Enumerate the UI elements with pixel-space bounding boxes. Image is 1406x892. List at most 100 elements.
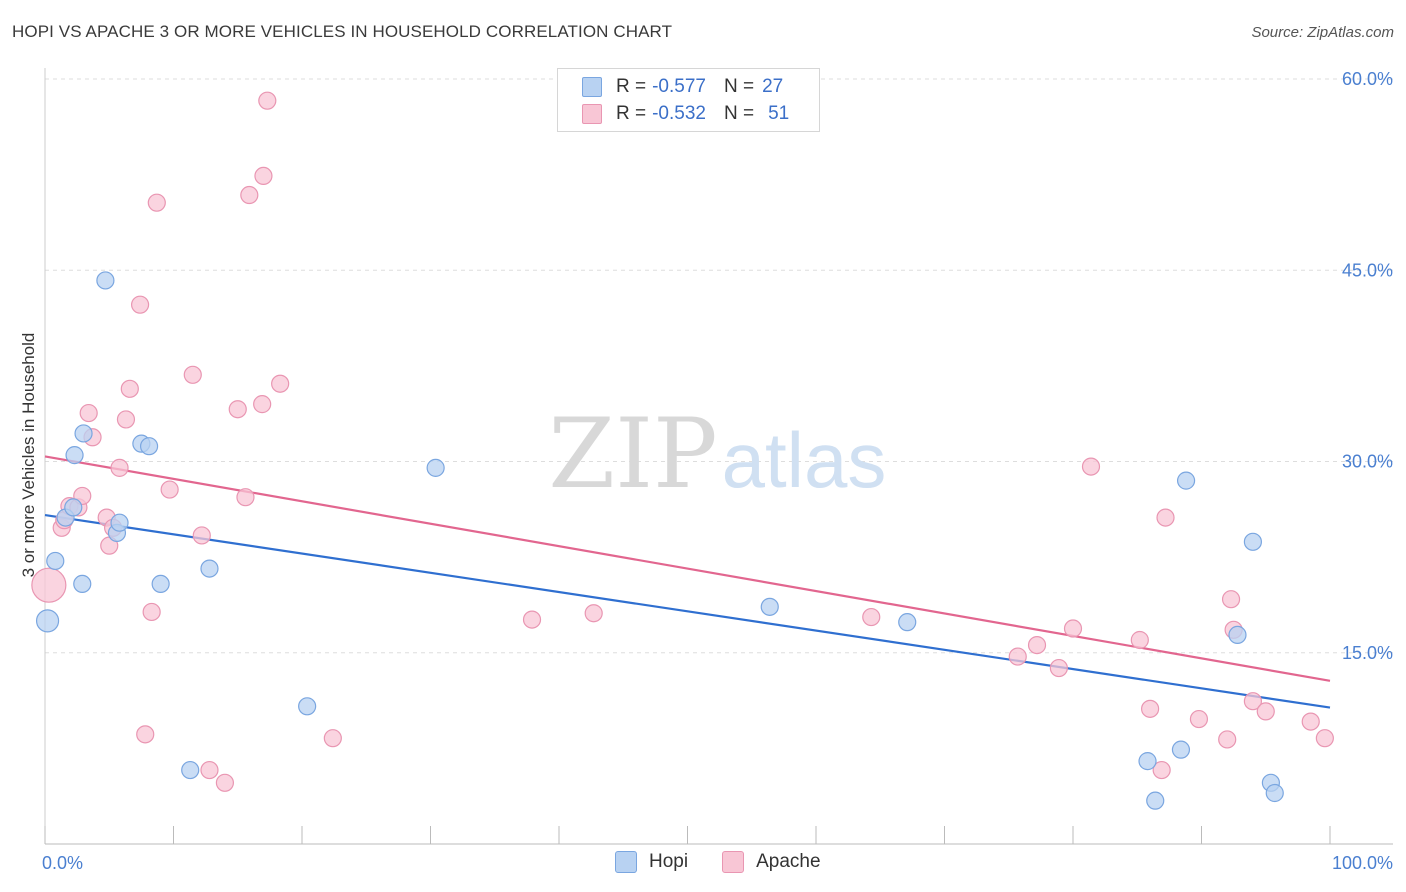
- source-label: Source: ZipAtlas.com: [1251, 24, 1394, 41]
- n-label: N =: [723, 103, 755, 124]
- hopi-point: [1176, 471, 1196, 490]
- apache-point: [862, 607, 881, 627]
- apache-point: [522, 610, 542, 629]
- apache-point: [1027, 635, 1047, 655]
- hopi-point: [64, 498, 83, 517]
- apache-point: [254, 166, 273, 185]
- hopi-point: [139, 437, 159, 456]
- apache-point: [79, 403, 98, 423]
- apache-point: [200, 760, 219, 780]
- apache-point: [160, 480, 179, 499]
- apache-point: [1152, 760, 1171, 780]
- apache-point: [1218, 730, 1237, 749]
- hopi-point: [1171, 740, 1191, 759]
- stats-legend: R = -0.577 N = 27 R = -0.532 N = 51: [557, 68, 820, 132]
- apache-point: [258, 91, 277, 110]
- hopi-swatch: [582, 77, 602, 97]
- legend-item-hopi: Hopi: [615, 851, 688, 873]
- apache-point: [183, 365, 202, 384]
- apache-point: [142, 602, 161, 622]
- hopi-point: [46, 551, 65, 571]
- apache-point: [147, 193, 166, 212]
- hopi-point: [760, 597, 779, 616]
- apache-point: [120, 379, 139, 398]
- hopi-point: [74, 424, 93, 443]
- hopi-trend-line: [44, 513, 1331, 709]
- apache-point: [1008, 647, 1027, 666]
- hopi-point: [110, 513, 129, 532]
- apache-point: [110, 458, 129, 477]
- stats-row-hopi: R = -0.577 N = 27: [582, 75, 783, 99]
- hopi-legend-swatch: [615, 851, 637, 873]
- apache-point: [1301, 712, 1320, 731]
- hopi-point: [151, 574, 170, 594]
- apache-point: [1140, 699, 1160, 718]
- apache-point: [1243, 692, 1263, 711]
- y-tick-label: 30.0%: [1342, 452, 1393, 472]
- apache-point: [323, 729, 342, 748]
- apache-point: [31, 567, 67, 603]
- apache-point: [1156, 508, 1175, 527]
- trend-lines: [44, 455, 1331, 709]
- stats-row-apache: R = -0.532 N = 51: [582, 102, 789, 126]
- apache-swatch: [582, 104, 602, 124]
- watermark-atlas: atlas: [722, 416, 887, 504]
- hopi-point: [426, 458, 445, 477]
- hopi-point: [65, 446, 84, 465]
- y-axis-label: 3 or more Vehicles in Household: [19, 333, 38, 578]
- apache-point: [1221, 590, 1241, 609]
- r-label: R =: [616, 103, 647, 124]
- apache-point: [271, 374, 290, 393]
- hopi-point: [181, 760, 200, 780]
- apache-point: [240, 185, 259, 205]
- y-tick-label: 45.0%: [1342, 260, 1393, 280]
- chart-title: HOPI VS APACHE 3 OR MORE VEHICLES IN HOU…: [12, 22, 673, 41]
- apache-point: [1081, 457, 1101, 476]
- r-label: R =: [616, 76, 647, 97]
- watermark: ZIP atlas: [548, 398, 886, 510]
- y-tick-label: 60.0%: [1342, 69, 1393, 89]
- series-legend: Hopi Apache: [615, 851, 855, 873]
- apache-point: [1315, 729, 1334, 748]
- apache-point: [136, 725, 155, 744]
- y-tick-label: 15.0%: [1342, 643, 1393, 663]
- hopi-point: [1138, 752, 1157, 771]
- n-label: N =: [723, 76, 755, 97]
- hopi-point: [1228, 625, 1247, 645]
- data-points: [31, 91, 1334, 810]
- apache-point: [1256, 702, 1275, 721]
- hopi-point: [35, 609, 60, 633]
- apache-point: [192, 526, 211, 545]
- hopi-point: [1146, 791, 1165, 810]
- legend-item-apache: Apache: [722, 851, 821, 873]
- apache-point: [215, 773, 234, 792]
- hopi-point: [298, 697, 317, 716]
- apache-point: [130, 295, 150, 314]
- hopi-point: [200, 559, 219, 578]
- gridlines: [45, 78, 1393, 654]
- x-tick-label: 100.0%: [1332, 853, 1393, 873]
- apache-point: [1063, 619, 1083, 638]
- n-value: 51: [768, 103, 790, 124]
- apache-point: [1049, 658, 1068, 678]
- tick-labels: 15.0% 30.0% 45.0% 60.0% 0.0% 100.0%: [42, 69, 1393, 873]
- legend-label-apache: Apache: [756, 851, 821, 872]
- r-value: -0.577: [652, 76, 706, 97]
- apache-point: [584, 604, 603, 623]
- hopi-point: [96, 271, 115, 290]
- n-value: 27: [762, 76, 784, 97]
- hopi-point: [898, 613, 917, 632]
- hopi-point: [1243, 532, 1263, 551]
- apache-point: [116, 410, 136, 429]
- r-value: -0.532: [652, 103, 706, 124]
- hopi-point: [1265, 783, 1284, 803]
- legend-label-hopi: Hopi: [649, 851, 689, 872]
- apache-point: [1189, 709, 1209, 729]
- x-tick-label: 0.0%: [42, 853, 83, 873]
- apache-point: [228, 400, 247, 419]
- apache-point: [253, 395, 272, 414]
- watermark-zip: ZIP: [548, 398, 717, 510]
- apache-legend-swatch: [722, 851, 745, 873]
- axes: [44, 68, 1393, 845]
